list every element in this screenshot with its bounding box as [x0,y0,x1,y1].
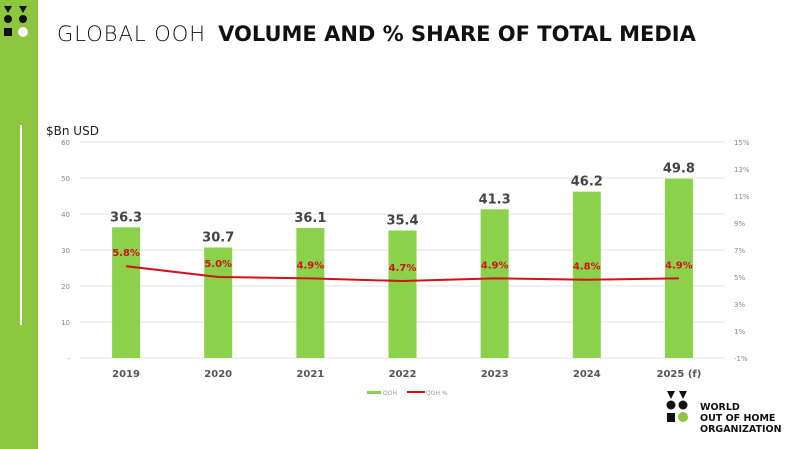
title-bold: VOLUME AND % SHARE OF TOTAL MEDIA [218,22,696,46]
brand-line: WORLD [700,402,740,413]
wooo-logo-small [4,6,28,37]
page-title: GLOBAL OOH VOLUME AND % SHARE OF TOTAL ME… [57,22,696,46]
sidebar-line [20,125,22,325]
y-axis-title: $Bn USD [46,124,99,138]
title-light: GLOBAL OOH [57,22,207,46]
brand-line: OUT OF HOME [700,413,776,424]
brand-line: ORGANIZATION [700,424,782,435]
brand-name: WORLD OUT OF HOME ORGANIZATION [700,402,782,435]
sidebar-band [0,0,38,449]
